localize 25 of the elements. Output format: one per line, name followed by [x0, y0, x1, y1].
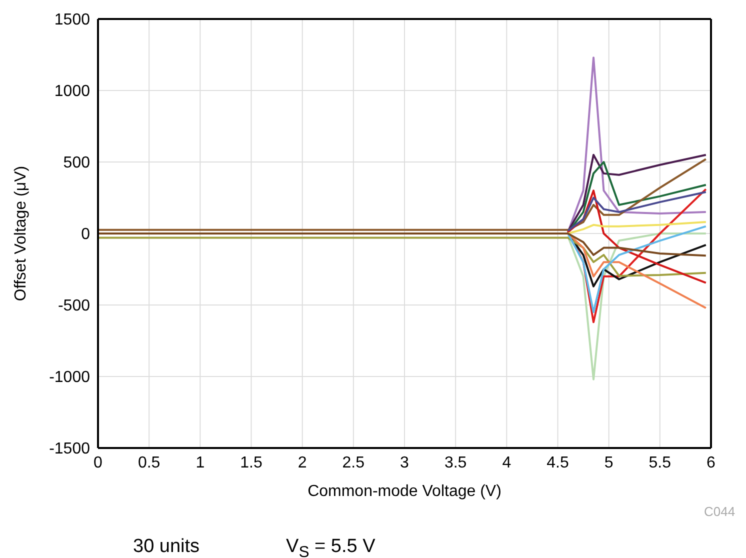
x-tick-label: 4.5	[546, 454, 569, 472]
y-tick-label: 500	[63, 154, 90, 172]
y-tick-label: -1000	[49, 369, 90, 386]
x-tick-label: 6	[706, 454, 716, 472]
y-tick-label: 1000	[54, 83, 90, 100]
y-tick-label: -1500	[49, 440, 90, 458]
x-tick-label: 1.5	[240, 454, 262, 472]
x-tick-label: 5	[604, 454, 614, 472]
text: 30 units	[133, 536, 200, 558]
text: C044	[704, 504, 736, 519]
x-tick-label: 5.5	[648, 454, 672, 472]
y-tick-label: 0	[81, 226, 90, 244]
x-tick-label: 0	[94, 454, 103, 472]
x-tick-label: 1	[196, 454, 205, 472]
x-tick-label: 2.5	[342, 454, 365, 472]
x-tick-label: 3.5	[444, 454, 467, 472]
x-tick-label: 4	[502, 454, 512, 472]
x-tick-label: 3	[400, 454, 410, 472]
y-tick-label: -500	[58, 298, 90, 315]
x-axis-title: Common-mode Voltage (V)	[308, 483, 502, 500]
x-tick-label: 2	[298, 454, 307, 472]
y-tick-label: 1500	[54, 12, 90, 29]
y-axis-title: Offset Voltage (μV)	[12, 166, 30, 302]
text: V$_{S}$ = 5.5 V	[286, 536, 376, 558]
x-tick-label: 0.5	[138, 454, 160, 472]
